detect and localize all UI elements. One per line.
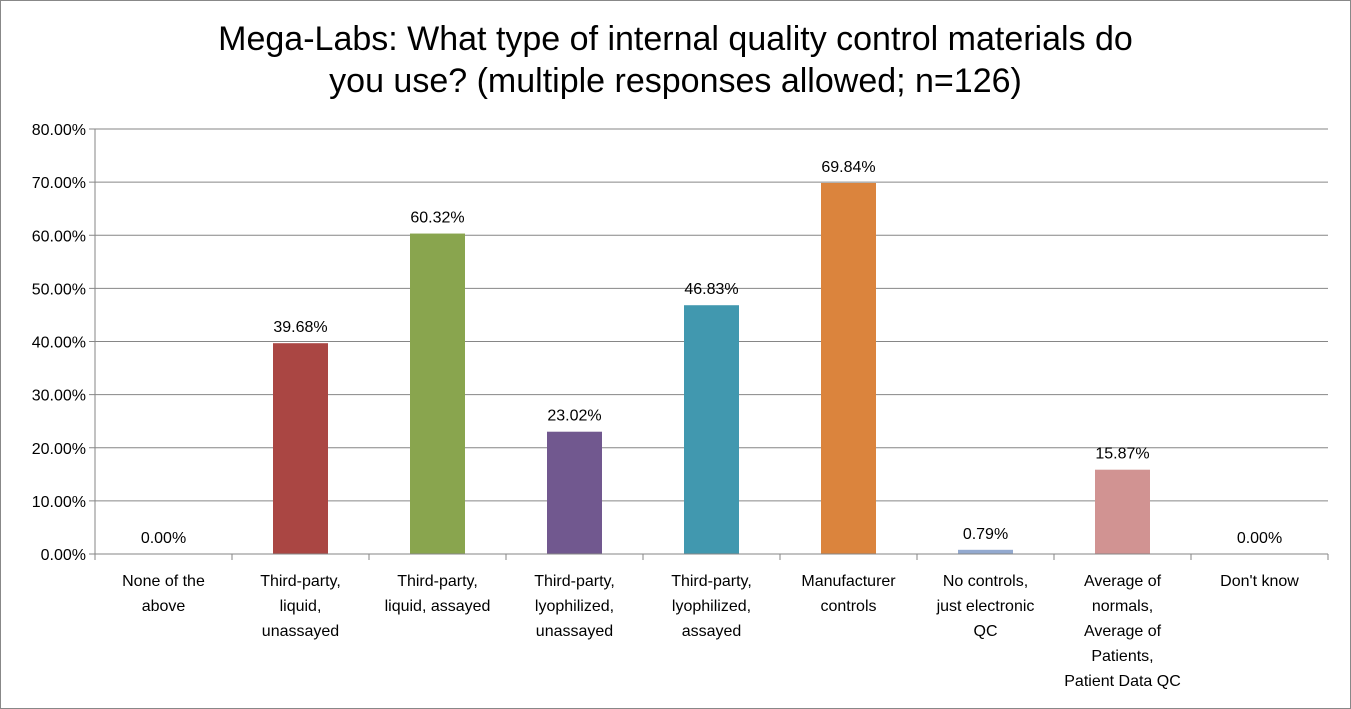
y-tick-label: 30.00% (32, 388, 86, 405)
x-tick-label: Third-party, lyophilized, unassayed (510, 569, 640, 644)
x-tick-label: No controls, just electronic QC (921, 569, 1051, 644)
y-tick-label: 60.00% (32, 228, 86, 245)
x-tick-label: Third-party, liquid, assayed (373, 569, 503, 619)
x-tick-label-line: No controls, (942, 573, 1029, 590)
x-tick-label-line: liquid, assayed (384, 598, 491, 615)
x-tick-label: Third-party, liquid, unassayed (236, 569, 366, 644)
x-tick-label: Don't know (1195, 569, 1325, 594)
x-tick-label-line: QC (973, 623, 998, 640)
x-tick-label-line: Third-party, (671, 573, 752, 590)
x-tick-label-line: above (141, 598, 186, 615)
x-tick-label: Average of normals, Average of Patients, Pat… (1058, 569, 1188, 694)
y-tick-label: 20.00% (32, 441, 86, 458)
x-tick-label-line: controls (820, 598, 877, 615)
y-tick-label: 70.00% (32, 175, 86, 192)
title-line-2: you use? (multiple responses allowed; n=… (329, 62, 1022, 100)
bar (821, 182, 876, 554)
title-line-1: Mega-Labs: What type of internal quality… (218, 20, 1133, 58)
x-tick-label-line: Average of (1083, 623, 1162, 640)
data-label: 15.87% (1095, 446, 1149, 463)
data-label: 39.68% (273, 319, 327, 336)
x-tick-label: None of the above (99, 569, 229, 619)
y-tick-label: 0.00% (41, 547, 86, 564)
x-tick-label-line: lyophilized, (534, 598, 615, 615)
x-tick-label-line: Patient Data QC (1064, 673, 1181, 690)
bar (1095, 469, 1150, 554)
x-tick-label-line: Average of (1083, 573, 1162, 590)
data-label: 0.79% (963, 526, 1008, 543)
x-tick-label-line: Third-party, (534, 573, 615, 590)
y-tick-label: 40.00% (32, 335, 86, 352)
bar (547, 431, 602, 554)
x-tick-label-line: Third-party, (260, 573, 341, 590)
x-tick-label-line: Third-party, (397, 573, 478, 590)
data-label: 60.32% (410, 210, 464, 227)
x-tick-label: Manufacturer controls (784, 569, 914, 619)
x-tick-label: Third-party, lyophilized, assayed (647, 569, 777, 644)
data-label: 69.84% (821, 159, 875, 176)
y-tick-label: 80.00% (32, 122, 86, 139)
x-tick-label-line: unassayed (261, 623, 340, 640)
x-tick-label-line: Patients, (1091, 648, 1154, 665)
chart-title: Mega-Labs: What type of internal quality… (0, 18, 1351, 102)
bar (273, 343, 328, 554)
data-label: 0.00% (141, 530, 186, 547)
bar (410, 233, 465, 555)
y-tick-label: 10.00% (32, 494, 86, 511)
x-tick-label-line: just electronic (936, 598, 1035, 615)
bar (958, 549, 1013, 554)
x-tick-label-line: liquid, (279, 598, 322, 615)
x-tick-label-line: normals, (1091, 598, 1154, 615)
data-label: 23.02% (547, 408, 601, 425)
x-tick-label-line: None of the (122, 573, 205, 590)
y-tick-label: 50.00% (32, 281, 86, 298)
bar (684, 305, 739, 554)
x-tick-label-line: lyophilized, (671, 598, 752, 615)
data-label: 46.83% (684, 281, 738, 298)
x-tick-label-line: unassayed (535, 623, 614, 640)
x-tick-label-line: Manufacturer (801, 573, 896, 590)
data-label: 0.00% (1237, 530, 1282, 547)
x-tick-label-line: assayed (681, 623, 742, 640)
x-tick-label-line: Don't know (1220, 573, 1299, 590)
